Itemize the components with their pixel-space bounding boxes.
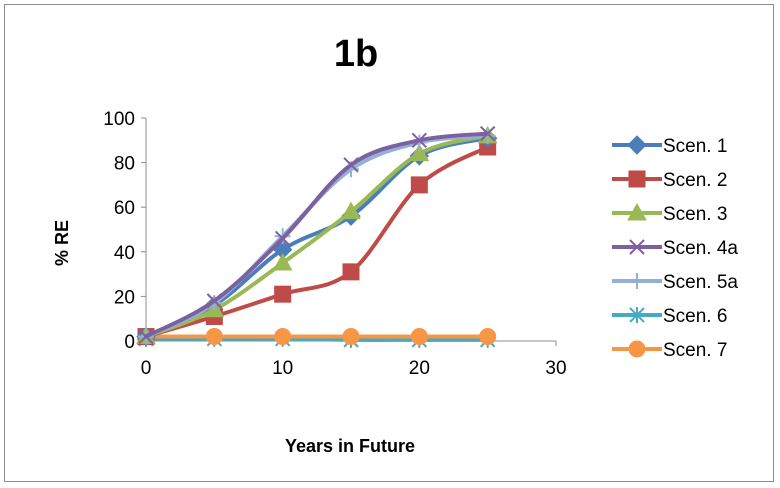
legend-marker	[627, 202, 647, 221]
chart-title: 1b	[334, 33, 378, 75]
y-tick-label: 20	[114, 287, 135, 308]
x-axis-title: Years in Future	[285, 436, 415, 456]
chart-area	[4, 4, 774, 482]
y-tick-label: 100	[103, 109, 135, 130]
data-point-scen-2-3	[342, 263, 360, 281]
data-point-scen-2-2	[274, 285, 292, 303]
legend: Scen. 1 Scen. 2 Scen. 3 Scen. 4a Scen. 5a Sce…	[612, 135, 738, 361]
data-point-scen-7-2	[274, 328, 292, 346]
legend-marker	[628, 170, 646, 188]
legend-label: Scen. 2	[663, 170, 727, 191]
data-point-scen-3-4	[409, 143, 430, 162]
data-point-scen-4a-2	[274, 230, 291, 247]
data-point-scen-4a-3	[343, 157, 359, 173]
x-tick-label: 10	[272, 358, 293, 379]
data-point-scen-7-5	[479, 328, 497, 346]
legend-item-scen-6: Scen. 6	[612, 306, 727, 327]
data-point-scen-7-3	[342, 328, 360, 346]
x-tick-label: 30	[545, 358, 566, 379]
y-tick-label: 80	[114, 154, 135, 175]
legend-marker	[628, 340, 646, 358]
legend-item-scen-4a: Scen. 4a	[612, 238, 738, 259]
plot-area: 0 20 40 60 80 100 0 10 20 30	[103, 109, 566, 379]
series-scen-2	[137, 138, 497, 346]
data-point-scen-4a-4	[411, 132, 428, 149]
legend-item-scen-2: Scen. 2	[612, 170, 727, 191]
series-scen-7	[137, 328, 497, 346]
legend-label: Scen. 6	[663, 306, 727, 327]
series-layer	[136, 125, 498, 348]
series-scen-3	[136, 125, 498, 345]
legend-label: Scen. 4a	[663, 238, 738, 259]
legend-item-scen-3: Scen. 3	[612, 202, 727, 225]
series-line-scen-2	[144, 144, 490, 339]
legend-label: Scen. 7	[663, 340, 727, 361]
legend-label: Scen. 5a	[663, 272, 738, 293]
data-point-scen-2-4	[410, 176, 428, 194]
legend-item-scen-1: Scen. 1	[612, 135, 727, 157]
legend-marker	[627, 135, 647, 155]
x-tick-label: 0	[141, 358, 152, 379]
y-axis-title: % RE	[52, 220, 72, 266]
data-point-scen-3-3	[341, 201, 361, 220]
legend-marker	[629, 239, 645, 255]
series-scen-6	[138, 330, 496, 348]
series-scen-4a	[138, 125, 496, 345]
x-tick-label: 20	[409, 358, 430, 379]
data-point-scen-4a-0	[138, 328, 154, 345]
data-point-scen-7-4	[410, 328, 428, 346]
series-line-scen-6	[144, 336, 490, 342]
legend-item-scen-7: Scen. 7	[612, 340, 727, 361]
legend-marker	[629, 307, 645, 323]
data-point-scen-4a-5	[479, 125, 496, 142]
y-tick-label: 60	[114, 198, 135, 219]
data-point-scen-7-1	[205, 328, 223, 346]
data-point-scen-3-2	[272, 252, 293, 271]
legend-label: Scen. 1	[663, 136, 727, 157]
legend-marker	[629, 273, 645, 289]
legend-item-scen-5a: Scen. 5a	[612, 272, 738, 293]
legend-label: Scen. 3	[663, 204, 727, 225]
data-point-scen-4a-1	[206, 293, 223, 309]
y-tick-label: 40	[114, 243, 135, 264]
series-line-scen-3	[144, 133, 490, 339]
y-tick-label: 0	[124, 332, 135, 353]
